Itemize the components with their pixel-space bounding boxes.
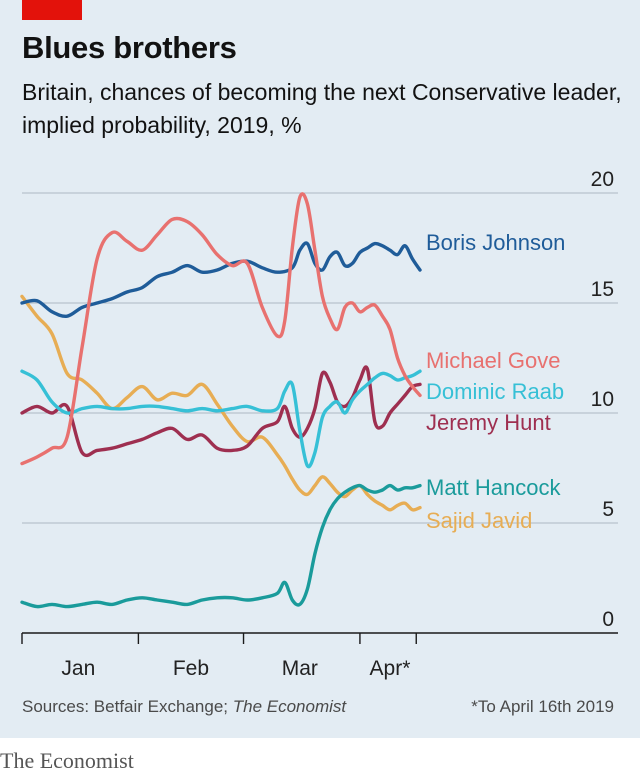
series-layer — [20, 192, 422, 609]
series-line-michael-gove — [20, 192, 422, 466]
source-note: Sources: Betfair Exchange; The Economist — [22, 697, 346, 717]
series-label-michael-gove: Michael Gove — [426, 348, 561, 373]
series-line-jeremy-hunt — [20, 365, 422, 458]
series-line-sajid-javid — [20, 294, 422, 512]
series-line-dominic-raab — [20, 369, 422, 469]
grid-layer — [22, 192, 618, 524]
label-layer: 0 5 10 15 20 Jan Feb Mar Apr* Boris Johnson Michae… — [61, 168, 614, 680]
series-label-dominic-raab: Dominic Raab — [426, 379, 564, 404]
chart-title: Blues brothers — [22, 30, 237, 65]
y-tick-label-5: 5 — [602, 498, 614, 521]
chart-subtitle: Britain, chances of becoming the next Co… — [22, 79, 622, 138]
economist-wordmark: The Economist — [0, 748, 134, 773]
footnote: *To April 16th 2019 — [471, 697, 614, 716]
y-tick-label-15: 15 — [591, 278, 614, 301]
x-tick-label-apr: Apr* — [370, 657, 411, 680]
x-tick-label-feb: Feb — [173, 657, 209, 680]
source-prefix: Sources: Betfair Exchange; — [22, 697, 233, 716]
series-line-boris-johnson — [20, 241, 422, 319]
brand-red-tag — [22, 0, 82, 20]
series-label-boris-johnson: Boris Johnson — [426, 230, 565, 255]
chart-panel — [0, 0, 640, 738]
y-tick-label-0: 0 — [602, 608, 614, 631]
axis-layer — [21, 632, 618, 644]
y-tick-label-20: 20 — [591, 168, 614, 191]
series-label-jeremy-hunt: Jeremy Hunt — [426, 410, 551, 435]
y-tick-label-10: 10 — [591, 388, 614, 411]
line-chart: 0 5 10 15 20 Jan Feb Mar Apr* Boris Johnson Michae… — [20, 168, 618, 680]
x-tick-label-jan: Jan — [61, 657, 95, 680]
series-label-matt-hancock: Matt Hancock — [426, 475, 561, 500]
x-tick-label-mar: Mar — [282, 657, 318, 680]
series-line-matt-hancock — [20, 483, 422, 609]
source-italic: The Economist — [232, 697, 347, 716]
series-label-sajid-javid: Sajid Javid — [426, 508, 532, 533]
